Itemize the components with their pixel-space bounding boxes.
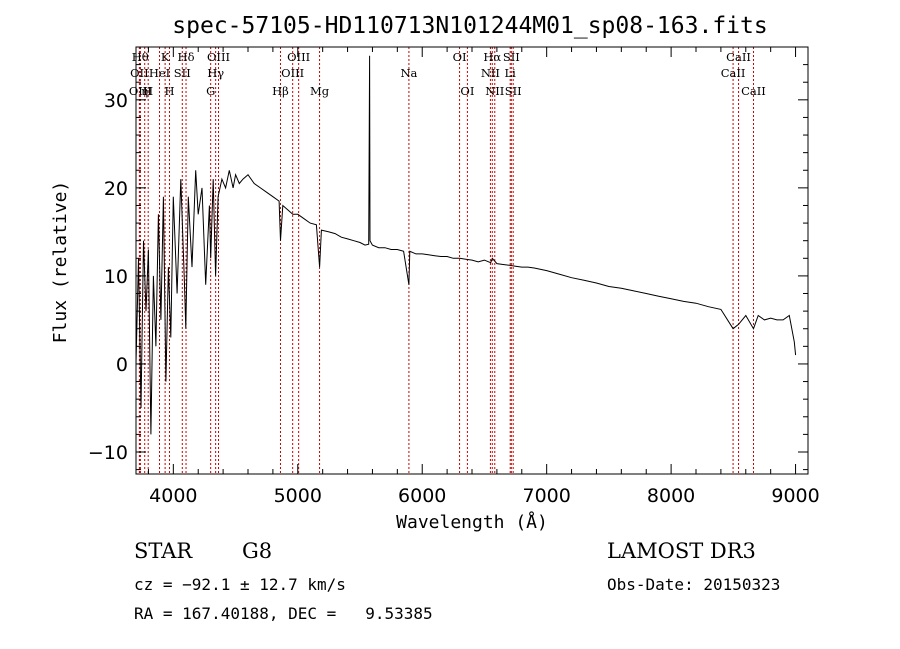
line-label-24: SII xyxy=(503,50,520,64)
x-tick-label-9000: 9000 xyxy=(771,485,819,507)
line-label-28: CaII xyxy=(741,84,766,98)
object-subclass: G8 xyxy=(242,539,273,563)
x-axis-ticks: 4000 5000 6000 7000 8000 9000 xyxy=(147,47,820,507)
line-label-17: Na xyxy=(400,66,417,80)
y-axis-label: Flux (relative) xyxy=(50,181,71,344)
line-label-27: CaII xyxy=(726,50,751,64)
line-label-2: OIII xyxy=(129,84,152,98)
line-label-21: Hα xyxy=(483,50,501,64)
x-tick-label-6000: 6000 xyxy=(398,485,446,507)
line-label-14: OIII xyxy=(281,66,304,80)
line-label-19: OI xyxy=(460,84,474,98)
line-label-26: CaII xyxy=(721,66,746,80)
observation-date: Obs-Date: 20150323 xyxy=(607,575,781,594)
line-label-4: H xyxy=(143,84,153,98)
line-label-13: Hβ xyxy=(272,84,289,98)
line-label-3: η xyxy=(141,84,148,98)
line-label-7: H xyxy=(164,84,174,98)
line-label-12: OIII xyxy=(207,50,230,64)
y-axis-ticks: −10 0 10 20 30 xyxy=(88,46,808,471)
line-label-16: Mg xyxy=(310,84,330,98)
spectral-line-labels: HθOIIOIIIηHHeIKHSIIHδGHγOIIIHβOIIIOIIIMg… xyxy=(129,50,766,98)
line-label-15: OIII xyxy=(287,50,310,64)
y-tick-label-20: 20 xyxy=(104,178,128,200)
y-tick-label-30: 30 xyxy=(104,90,128,112)
y-tick-label--10: −10 xyxy=(88,442,128,464)
x-tick-label-7000: 7000 xyxy=(522,485,570,507)
spectral-line-markers xyxy=(138,47,754,474)
line-label-20: NII xyxy=(481,66,500,80)
line-label-18: OI xyxy=(453,50,467,64)
x-tick-label-8000: 8000 xyxy=(647,485,695,507)
coordinates: RA = 167.40188, DEC = 9.53385 xyxy=(134,604,433,623)
redshift-velocity: cz = −92.1 ± 12.7 km/s xyxy=(134,575,346,594)
spectrum-series-line xyxy=(135,55,797,435)
line-label-22: NII xyxy=(485,84,504,98)
y-tick-label-0: 0 xyxy=(116,354,128,376)
object-class: STAR xyxy=(134,539,193,563)
line-label-1: OII xyxy=(130,66,149,80)
line-label-11: Hγ xyxy=(207,66,224,80)
line-label-0: Hθ xyxy=(132,50,149,64)
x-axis-label: Wavelength (Å) xyxy=(396,511,548,533)
line-label-8: SII xyxy=(174,66,191,80)
line-label-9: Hδ xyxy=(178,50,195,64)
line-label-6: K xyxy=(161,50,170,64)
x-tick-label-5000: 5000 xyxy=(274,485,322,507)
line-label-25: SII xyxy=(505,84,522,98)
line-label-10: G xyxy=(206,84,215,98)
line-label-5: HeI xyxy=(149,66,170,80)
line-label-23: Li xyxy=(505,66,517,80)
x-tick-label-4000: 4000 xyxy=(149,485,197,507)
survey-name: LAMOST DR3 xyxy=(607,539,756,563)
chart-title: spec-57105-HD110713N101244M01_sp08-163.f… xyxy=(172,13,767,39)
y-tick-label-10: 10 xyxy=(104,266,128,288)
